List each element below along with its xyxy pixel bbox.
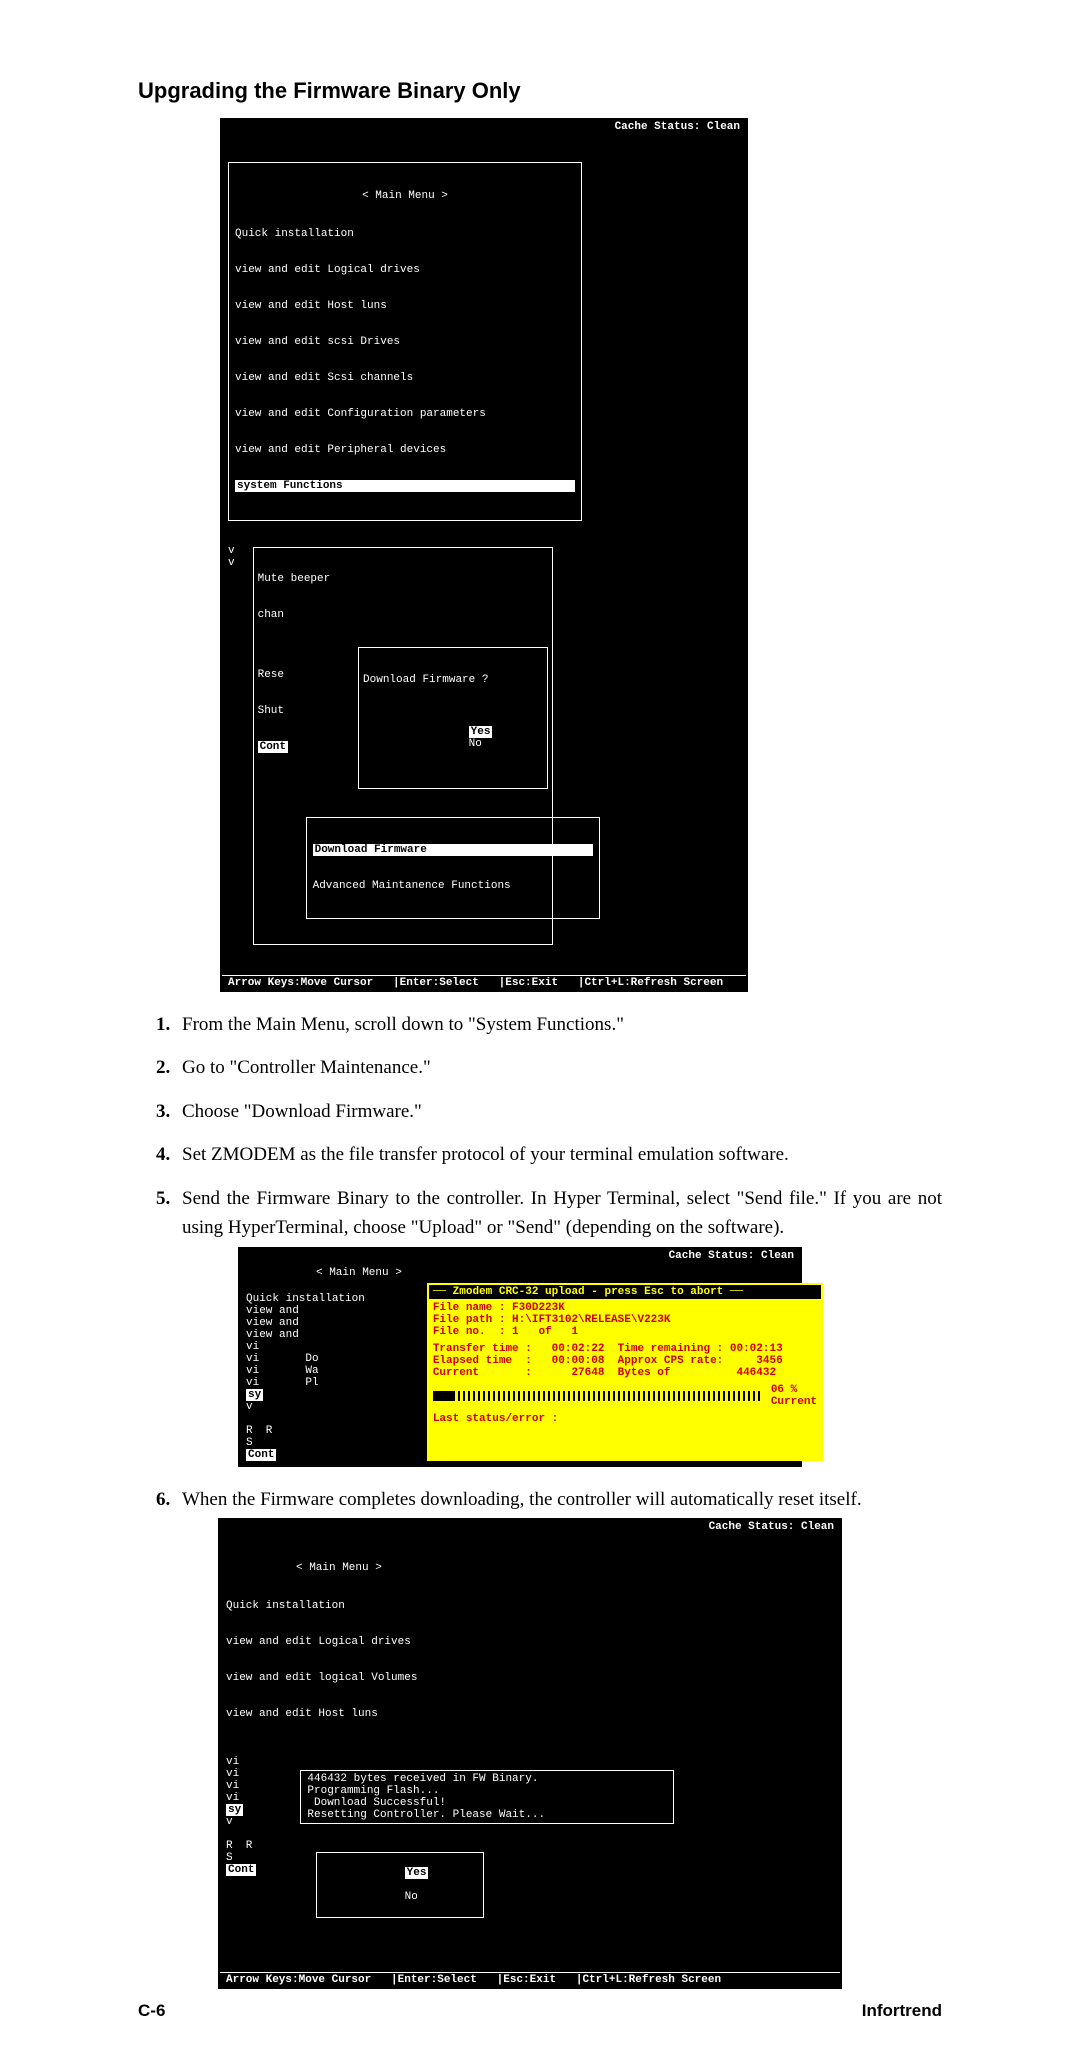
dl-selected: Download Firmware	[313, 844, 593, 856]
menu-item: view and edit Host luns	[226, 1708, 834, 1720]
sub-item: chan	[258, 609, 548, 621]
page-number: C-6	[138, 2001, 165, 2021]
download-result: 446432 bytes received in FW Binary. Prog…	[300, 1770, 674, 1824]
yes-button[interactable]: Yes	[405, 1867, 429, 1879]
cache-status: Cache Status: Clean	[240, 1249, 800, 1263]
key-hints: Arrow Keys:Move Cursor |Enter:Select |Es…	[222, 975, 746, 990]
step-5: 5.Send the Firmware Binary to the contro…	[156, 1184, 942, 1243]
yes-button[interactable]: Yes	[469, 726, 493, 738]
page-footer: C-6 Infortrend	[138, 2001, 942, 2021]
document-page: Upgrading the Firmware Binary Only Cache…	[0, 0, 1080, 2047]
menu-title: < Main Menu >	[296, 1562, 834, 1574]
menu-item: view and edit Logical drives	[235, 264, 575, 276]
step-3: 3.Choose "Download Firmware."	[156, 1097, 942, 1126]
menu-item: view and edit Scsi channels	[235, 372, 575, 384]
key-hints: Arrow Keys:Move Cursor |Enter:Select |Es…	[220, 1972, 840, 1987]
menu-item: view and edit scsi Drives	[235, 336, 575, 348]
zmodem-progress: 06 % Current	[429, 1382, 821, 1411]
sub-item: Shut	[258, 705, 350, 717]
cache-status: Cache Status: Clean	[222, 120, 746, 134]
step-2: 2.Go to "Controller Maintenance."	[156, 1053, 942, 1082]
brand: Infortrend	[862, 2001, 942, 2021]
zmodem-status: Last status/error :	[429, 1411, 821, 1427]
no-button[interactable]: No	[405, 1891, 418, 1903]
dl-submenu: Download Firmware Advanced Maintanence F…	[306, 817, 600, 919]
progress-bar	[433, 1391, 763, 1401]
step-6: 6.When the Firmware completes downloadin…	[156, 1485, 942, 1514]
step-1: 1.From the Main Menu, scroll down to "Sy…	[156, 1010, 942, 1039]
zmodem-title: ── Zmodem CRC-32 upload - press Esc to a…	[429, 1285, 821, 1300]
menu-item: view and edit Logical drives	[226, 1636, 834, 1648]
zmodem-dialog: ── Zmodem CRC-32 upload - press Esc to a…	[427, 1283, 823, 1461]
menu-item: Quick installation	[235, 228, 575, 240]
terminal-screenshot-2: Cache Status: Clean < Main Menu > Quick …	[238, 1247, 802, 1467]
confirm-dialog: Download Firmware ? Yes No	[358, 647, 548, 789]
menu-item-selected: system Functions	[235, 480, 575, 492]
progress-label: 06 % Current	[771, 1384, 817, 1408]
menu-item: view and edit Peripheral devices	[235, 444, 575, 456]
terminal-screenshot-3: Cache Status: Clean < Main Menu > Quick …	[218, 1518, 842, 1989]
left-stub: vi vi vi vi sy v R R S Cont	[226, 1744, 256, 1942]
sub-item: Rese	[258, 669, 350, 681]
menu-title: < Main Menu >	[235, 190, 575, 202]
cache-status: Cache Status: Clean	[220, 1520, 840, 1534]
zmodem-file: File name : F30D223K File path : H:\IFT3…	[429, 1300, 821, 1341]
section-heading: Upgrading the Firmware Binary Only	[138, 78, 942, 104]
dialog-title: Download Firmware ?	[363, 674, 543, 686]
menu-title: < Main Menu >	[316, 1267, 794, 1279]
menu-item: view and edit logical Volumes	[226, 1672, 834, 1684]
step-4: 4.Set ZMODEM as the file transfer protoc…	[156, 1140, 942, 1169]
sub-menu: Mute beeper chan Rese Shut Cont Download…	[253, 547, 553, 945]
main-menu: < Main Menu > Quick installation view an…	[228, 162, 582, 521]
no-button[interactable]: No	[469, 738, 482, 750]
menu-item: Quick installation	[226, 1600, 834, 1612]
dl-item: Advanced Maintanence Functions	[313, 880, 593, 892]
menu-item: view and edit Configuration parameters	[235, 408, 575, 420]
menu-left: Quick installation view and view and vie…	[246, 1281, 365, 1461]
menu-item: view and edit Host luns	[235, 300, 575, 312]
terminal-screenshot-1: Cache Status: Clean < Main Menu > Quick …	[220, 118, 748, 992]
left-stub: v v	[228, 545, 235, 945]
confirm-dialog: Yes No	[316, 1852, 484, 1918]
sub-item: Mute beeper	[258, 573, 548, 585]
sub-item-selected: Cont	[258, 741, 288, 753]
zmodem-transfer: Transfer time : 00:02:22 Time remaining …	[429, 1341, 821, 1382]
